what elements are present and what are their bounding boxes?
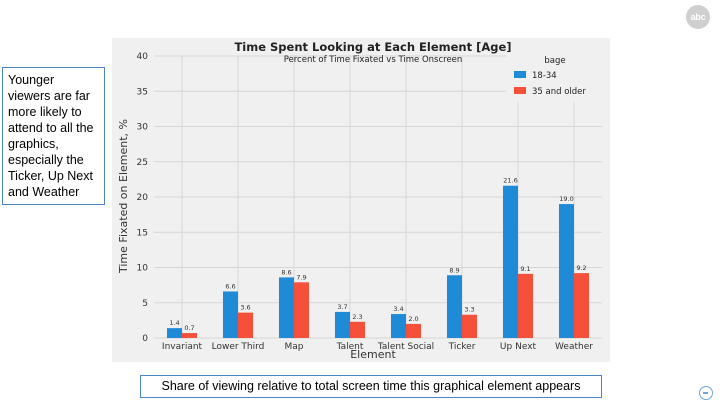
- bar-data-label: 3.3: [464, 306, 474, 314]
- bar-18-34: [223, 291, 238, 338]
- legend: bage 18-34 35 and older: [506, 52, 604, 102]
- bar-data-label: 9.1: [520, 265, 530, 273]
- bar-18-34: [503, 185, 518, 338]
- bar-data-label: 8.9: [449, 266, 459, 274]
- bar-18-34: [167, 328, 182, 338]
- bar-18-34: [447, 275, 462, 338]
- legend-swatch-18-34: [514, 71, 526, 78]
- bar-35-older: [574, 273, 589, 338]
- bar-data-label: 3.6: [240, 304, 250, 312]
- y-axis-label: Time Fixated on Element, %: [117, 119, 130, 274]
- corner-badge-icon: [699, 386, 713, 400]
- bar-data-label: 9.2: [576, 264, 586, 272]
- chart-subtitle: Percent of Time Fixated vs Time Onscreen: [284, 55, 463, 65]
- bar-35-older: [462, 314, 477, 338]
- x-tick-label: Talent Social: [377, 342, 434, 352]
- x-tick-label: Lower Third: [212, 342, 265, 352]
- bar-35-older: [238, 312, 253, 338]
- bar-chart: 1.4 0.7 6.6 3.6 8.6 7.9 3.7 2.3 3.4 2.0 8.9 3.3 21.6…: [112, 38, 610, 362]
- y-tick-label: 40: [137, 52, 149, 62]
- x-axis-label: Element: [350, 348, 396, 361]
- y-tick-label: 25: [137, 158, 148, 168]
- legend-label-18-34: 18-34: [532, 71, 557, 81]
- y-tick-label: 20: [137, 193, 149, 203]
- bar-data-label: 1.4: [169, 319, 179, 327]
- y-tick-label: 10: [137, 264, 149, 274]
- bar-35-older: [518, 273, 533, 338]
- bar-18-34: [391, 314, 406, 338]
- bar-18-34: [559, 204, 574, 338]
- legend-title: bage: [544, 56, 565, 66]
- bar-data-label: 7.9: [296, 273, 306, 281]
- y-tick-label: 30: [137, 123, 149, 133]
- bar-data-label: 3.7: [337, 303, 347, 311]
- y-tick-label: 35: [137, 87, 148, 97]
- x-tick-label: Ticker: [448, 342, 476, 352]
- abc-logo: abc: [686, 5, 710, 29]
- bar-data-label: 21.6: [503, 177, 517, 185]
- x-tick-label: Up Next: [500, 342, 537, 352]
- bar-35-older: [350, 321, 365, 338]
- bar-data-label: 19.0: [559, 195, 573, 203]
- bar-35-older: [182, 333, 197, 338]
- legend-swatch-35-older: [514, 87, 526, 94]
- bar-data-label: 8.6: [281, 268, 291, 276]
- y-tick-label: 5: [142, 299, 148, 309]
- chart-caption: Share of viewing relative to total scree…: [140, 375, 602, 398]
- x-tick-label: Weather: [555, 342, 593, 352]
- y-tick-label: 0: [142, 334, 148, 344]
- bar-data-label: 2.0: [408, 315, 418, 323]
- bar-18-34: [279, 277, 294, 338]
- legend-label-35-older: 35 and older: [532, 87, 586, 97]
- y-tick-label: 15: [137, 228, 148, 238]
- bar-data-label: 0.7: [184, 324, 194, 332]
- bar-data-label: 3.4: [393, 305, 403, 313]
- bar-18-34: [335, 311, 350, 338]
- bar-data-label: 2.3: [352, 313, 362, 321]
- bar-data-label: 6.6: [225, 282, 235, 290]
- chart-title: Time Spent Looking at Each Element [Age]: [234, 40, 511, 54]
- bar-35-older: [406, 323, 421, 338]
- insight-callout: Younger viewers are far more likely to a…: [2, 67, 105, 205]
- bar-35-older: [294, 282, 309, 338]
- x-tick-label: Invariant: [162, 342, 203, 352]
- x-tick-label: Map: [285, 342, 304, 352]
- x-tick-label: Talent: [336, 342, 364, 352]
